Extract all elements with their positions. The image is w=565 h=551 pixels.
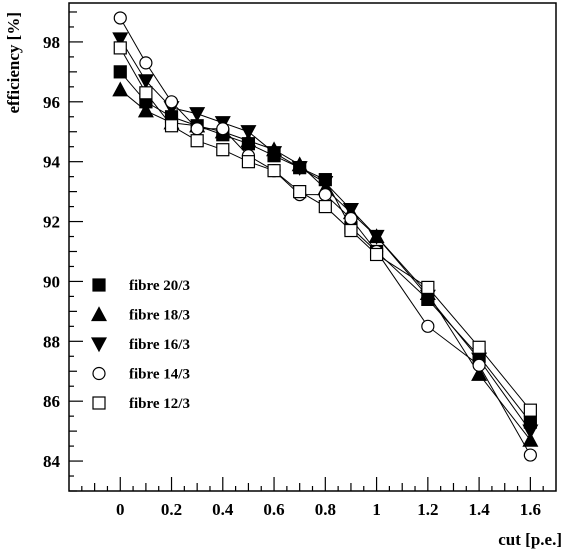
data-point	[241, 155, 256, 169]
data-point	[342, 202, 359, 218]
legend-label: fibre 20/3	[129, 278, 190, 294]
data-point	[291, 161, 308, 176]
data-point	[522, 431, 539, 447]
data-point	[471, 365, 488, 381]
x-tick-label: 0.6	[263, 500, 284, 519]
data-point	[344, 211, 358, 226]
data-point	[368, 229, 385, 245]
data-point	[139, 56, 153, 70]
data-point	[164, 95, 179, 109]
legend-label: fibre 12/3	[129, 396, 190, 412]
series-line	[119, 89, 531, 441]
series-1	[112, 81, 539, 447]
legend-label: fibre 18/3	[129, 308, 190, 324]
y-axis-title: efficiency [%]	[4, 12, 23, 113]
data-point	[523, 403, 537, 417]
data-point	[318, 199, 332, 214]
legend: fibre 20/3 fibre 18/3 fibre 16/3 fibre 14/3…	[90, 278, 190, 412]
data-point	[189, 107, 206, 123]
series-3	[113, 11, 537, 462]
data-point	[293, 185, 307, 199]
data-point	[523, 448, 537, 462]
data-point	[139, 86, 153, 100]
y-tick-label: 86	[43, 392, 60, 411]
data-point	[112, 81, 129, 97]
data-point	[112, 32, 129, 48]
x-tick-label: 0.2	[161, 500, 182, 519]
legend-entry: fibre 16/3	[90, 337, 190, 353]
series-line	[119, 17, 531, 456]
x-tick-label: 1.4	[468, 500, 490, 519]
data-point	[472, 340, 486, 354]
legend-entry: fibre 18/3	[90, 306, 190, 324]
data-point	[369, 247, 384, 262]
data-point	[164, 119, 179, 133]
x-tick-label: 0	[116, 500, 125, 519]
data-point	[216, 143, 230, 157]
legend-label: fibre 14/3	[129, 367, 190, 383]
y-tick-label: 90	[43, 272, 60, 291]
legend-entry: fibre 12/3	[92, 396, 190, 412]
legend-marker	[92, 396, 106, 410]
data-point	[522, 424, 539, 440]
series-line	[119, 47, 531, 411]
data-point	[190, 134, 204, 148]
series-line	[119, 38, 531, 432]
data-point	[113, 11, 127, 25]
x-tick-label: 1.6	[520, 500, 541, 519]
data-point	[472, 358, 486, 372]
data-point	[137, 74, 154, 90]
data-point	[421, 280, 435, 295]
data-point	[113, 65, 127, 79]
x-tick-label: 0.4	[212, 500, 234, 519]
data-point	[267, 164, 281, 178]
legend-entry: fibre 20/3	[92, 278, 190, 294]
y-tick-label: 84	[43, 452, 61, 471]
y-tick-label: 96	[43, 93, 60, 112]
legend-marker	[90, 337, 108, 353]
data-point	[240, 132, 257, 148]
y-tick-label: 88	[43, 332, 60, 351]
series-layer	[112, 11, 539, 462]
data-point	[318, 188, 332, 202]
x-tick-label: 1	[372, 500, 381, 519]
data-point	[190, 122, 204, 136]
x-tick-label: 1.2	[417, 500, 438, 519]
data-point	[344, 223, 358, 238]
legend-entry: fibre 14/3	[92, 366, 190, 383]
series-4	[113, 41, 537, 417]
y-tick-label: 98	[43, 33, 60, 52]
y-tick-label: 94	[43, 153, 61, 172]
y-tick-label: 92	[43, 213, 60, 232]
series-2	[112, 32, 539, 440]
data-point	[113, 41, 127, 55]
legend-marker	[92, 366, 106, 381]
legend-marker	[92, 278, 106, 292]
data-point	[421, 319, 435, 333]
data-point	[216, 122, 230, 136]
x-axis: 0 0.2 0.4 0.6 0.8 1 1.2 1.4 1.6	[81, 477, 544, 519]
data-point	[317, 176, 334, 191]
x-axis-title: cut [p.e.]	[498, 530, 562, 549]
data-point	[137, 102, 154, 118]
data-point	[266, 146, 283, 161]
legend-marker	[90, 306, 108, 322]
data-point	[240, 125, 257, 141]
legend-label: fibre 16/3	[129, 337, 190, 353]
y-axis: 84 86 88 90 92 94 96 98	[43, 11, 83, 492]
x-tick-label: 0.8	[315, 500, 336, 519]
